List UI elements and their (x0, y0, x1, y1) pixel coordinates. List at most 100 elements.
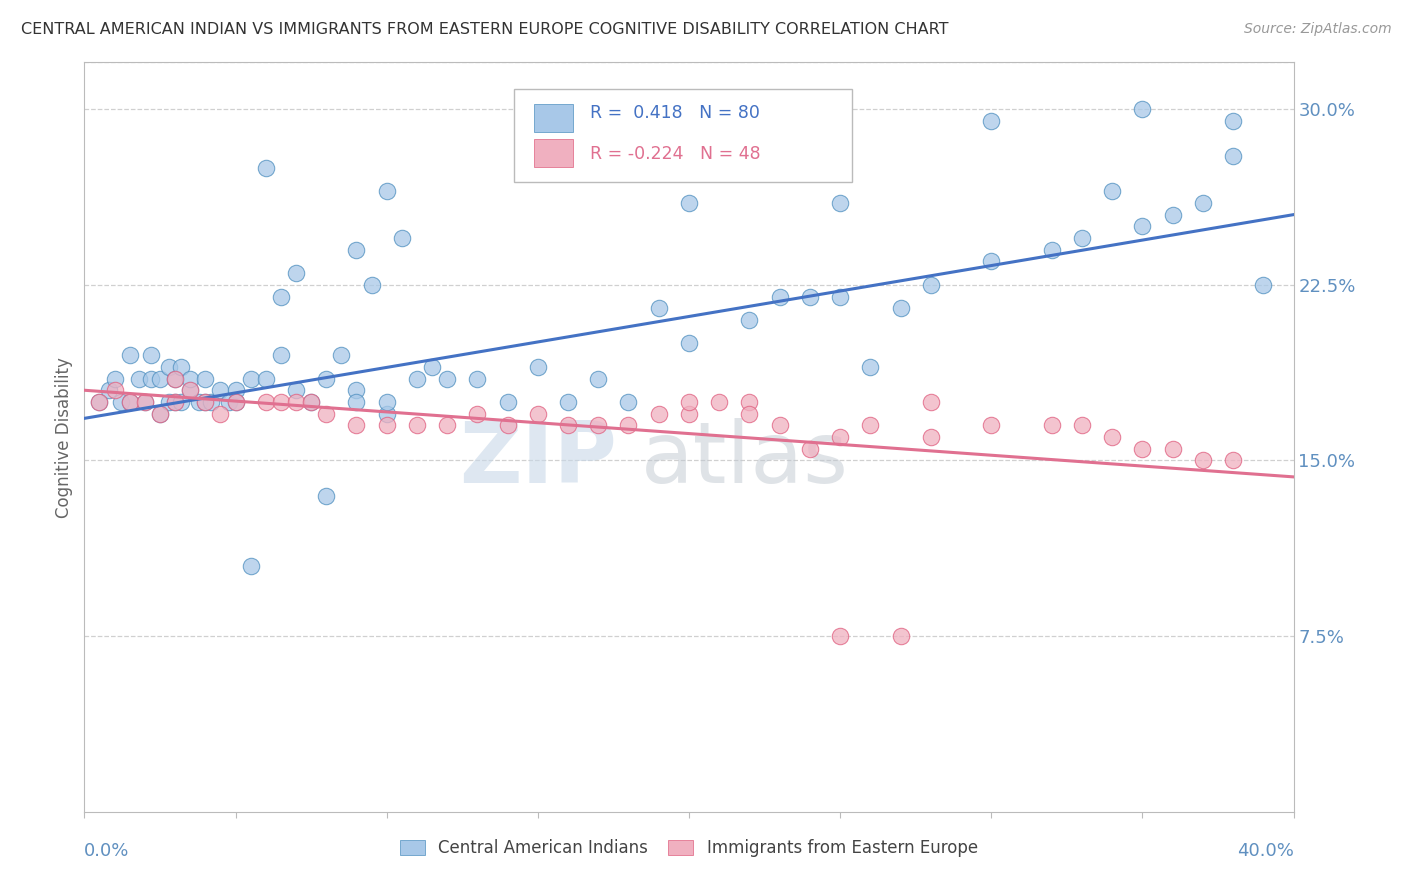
Point (1192, 453, 1215, 467)
Point (375, 184, 398, 198)
Point (527, 359, 550, 374)
Point (118, 395, 141, 409)
Point (104, 384, 127, 398)
Point (859, 418, 882, 433)
Text: R =  0.418   N = 80: R = 0.418 N = 80 (589, 103, 759, 121)
FancyBboxPatch shape (534, 103, 572, 132)
Point (678, 395, 700, 409)
Text: CENTRAL AMERICAN INDIAN VS IMMIGRANTS FROM EASTERN EUROPE COGNITIVE DISABILITY C: CENTRAL AMERICAN INDIAN VS IMMIGRANTS FR… (21, 22, 949, 37)
Point (225, 384, 247, 398)
Point (270, 395, 292, 409)
Point (648, 301, 671, 316)
Point (1161, 208, 1184, 222)
Point (467, 407, 489, 421)
Point (139, 371, 162, 385)
Point (920, 395, 942, 409)
Point (375, 395, 398, 409)
Point (738, 313, 761, 327)
Point (830, 430, 852, 444)
Point (225, 395, 247, 409)
Point (346, 384, 368, 398)
Text: R = -0.224   N = 48: R = -0.224 N = 48 (589, 145, 761, 163)
Text: atlas: atlas (641, 418, 849, 501)
Point (149, 407, 172, 421)
Point (315, 407, 337, 421)
Y-axis label: Cognitive Disability: Cognitive Disability (55, 357, 73, 517)
Point (830, 629, 852, 643)
Point (194, 371, 217, 385)
Point (375, 407, 398, 421)
Point (346, 243, 368, 257)
Point (1130, 102, 1153, 116)
Point (980, 114, 1002, 128)
Point (170, 359, 193, 374)
Text: ZIP: ZIP (458, 418, 616, 501)
Point (315, 489, 337, 503)
Point (270, 348, 292, 362)
Point (346, 418, 368, 433)
Point (179, 384, 201, 398)
Point (330, 348, 353, 362)
Point (920, 430, 942, 444)
Point (496, 418, 519, 433)
Point (179, 371, 201, 385)
FancyBboxPatch shape (534, 139, 572, 168)
Point (89, 395, 111, 409)
Point (859, 359, 882, 374)
Point (588, 418, 610, 433)
Point (209, 407, 232, 421)
Point (270, 289, 292, 303)
Point (149, 407, 172, 421)
Point (200, 395, 222, 409)
Point (285, 266, 308, 280)
Point (678, 407, 700, 421)
Point (1040, 418, 1063, 433)
Point (617, 395, 640, 409)
Point (799, 289, 821, 303)
Point (285, 384, 308, 398)
Point (709, 395, 731, 409)
Point (179, 384, 201, 398)
Point (1101, 430, 1123, 444)
Point (254, 161, 277, 175)
Point (165, 371, 187, 385)
Point (920, 277, 942, 292)
Point (436, 418, 458, 433)
Point (157, 359, 180, 374)
Point (1071, 231, 1094, 245)
Point (420, 359, 443, 374)
Point (1130, 442, 1153, 456)
Point (315, 371, 337, 385)
Point (1040, 243, 1063, 257)
Point (299, 395, 322, 409)
Point (980, 418, 1002, 433)
Point (436, 371, 458, 385)
Point (209, 384, 232, 398)
Point (110, 395, 132, 409)
Point (769, 418, 792, 433)
Point (254, 371, 277, 385)
Point (890, 301, 912, 316)
Point (134, 395, 156, 409)
Point (285, 395, 308, 409)
Point (1101, 184, 1123, 198)
Text: 0.0%: 0.0% (84, 842, 129, 860)
Point (1192, 195, 1215, 210)
Text: Source: ZipAtlas.com: Source: ZipAtlas.com (1244, 22, 1392, 37)
Point (1071, 418, 1094, 433)
Point (375, 418, 398, 433)
Point (648, 407, 671, 421)
Point (588, 371, 610, 385)
Point (557, 395, 579, 409)
Point (346, 395, 368, 409)
Point (134, 395, 156, 409)
Point (1222, 149, 1244, 163)
Point (188, 395, 211, 409)
Point (678, 336, 700, 351)
Point (830, 289, 852, 303)
Point (1161, 442, 1184, 456)
Point (299, 395, 322, 409)
Point (165, 395, 187, 409)
Point (170, 395, 193, 409)
Point (557, 418, 579, 433)
